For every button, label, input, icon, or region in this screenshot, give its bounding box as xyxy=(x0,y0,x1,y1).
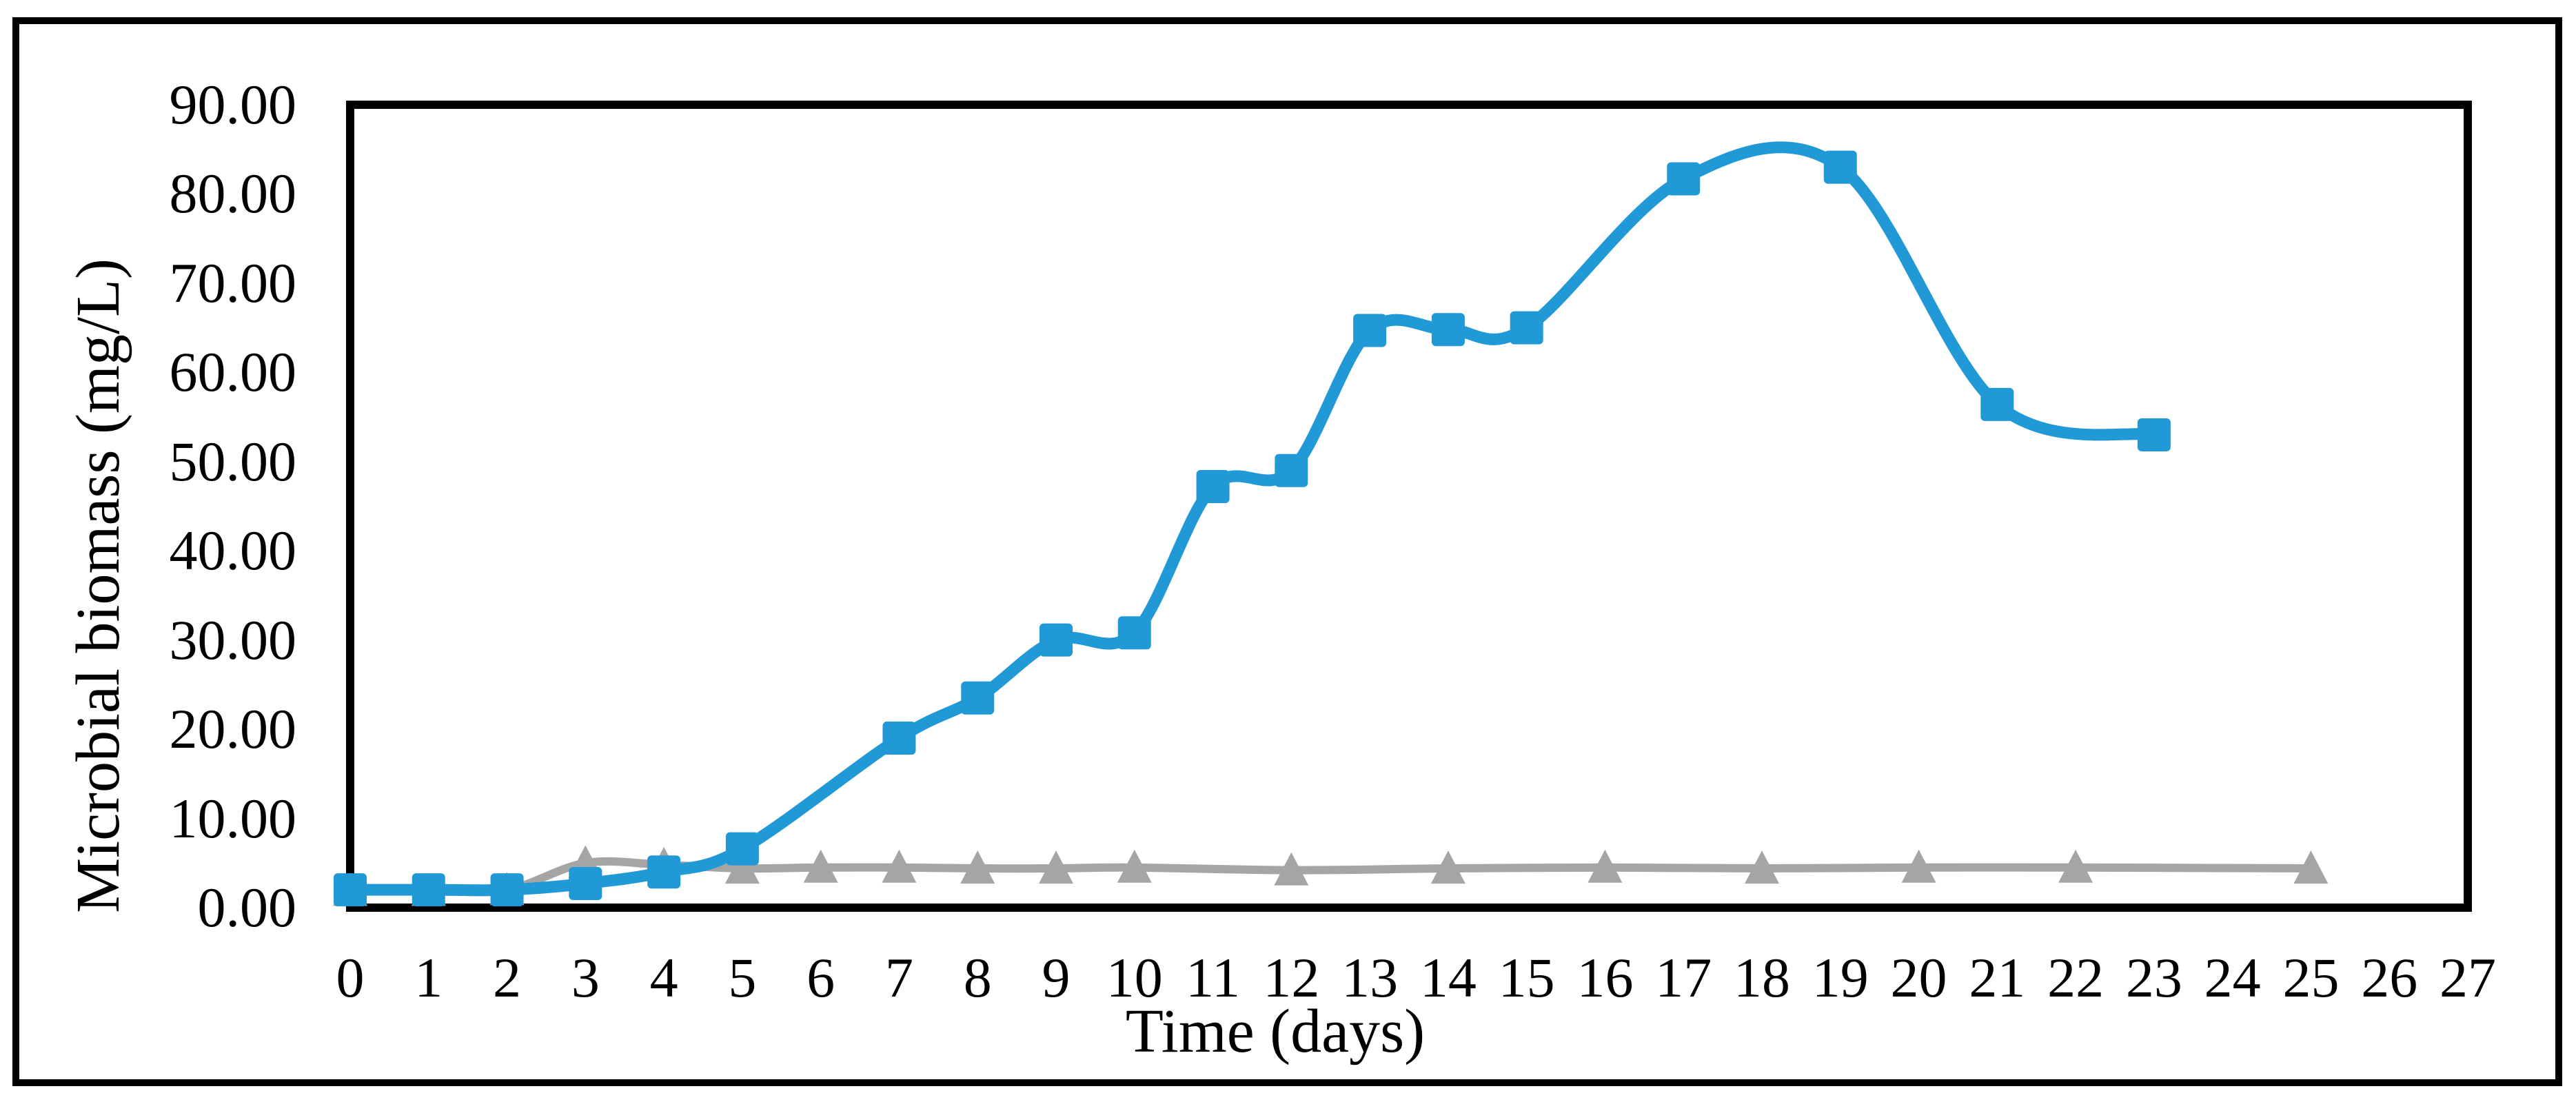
y-tick-label: 20.00 xyxy=(169,697,297,761)
x-tick-label: 5 xyxy=(728,946,757,1009)
gray-triangles-marker xyxy=(803,849,838,883)
x-tick-label: 12 xyxy=(1263,946,1320,1009)
y-tick-label: 50.00 xyxy=(169,429,297,493)
x-axis-title: Time (days) xyxy=(1125,997,1426,1065)
x-tick-label: 3 xyxy=(571,946,600,1009)
x-tick-label: 13 xyxy=(1341,946,1399,1009)
x-tick-label: 2 xyxy=(493,946,522,1009)
x-tick-label: 7 xyxy=(884,946,913,1009)
blue-squares-marker xyxy=(1823,150,1857,184)
blue-squares-marker xyxy=(1275,453,1308,487)
x-tick-label: 18 xyxy=(1734,946,1790,1009)
blue-squares-marker xyxy=(647,855,681,889)
x-tick-label: 6 xyxy=(807,946,835,1009)
y-tick-label: 80.00 xyxy=(169,162,297,225)
gray-triangles-marker xyxy=(1901,849,1936,883)
blue-squares-marker xyxy=(1039,623,1073,657)
y-tick-label: 30.00 xyxy=(169,608,297,671)
x-tick-label: 8 xyxy=(963,946,992,1009)
blue-squares-marker xyxy=(490,873,524,907)
plot-border xyxy=(346,101,2472,912)
x-tick-label: 25 xyxy=(2282,946,2340,1009)
x-tick-label: 9 xyxy=(1042,946,1071,1009)
x-tick-label: 27 xyxy=(2440,946,2496,1009)
x-tick-label: 17 xyxy=(1655,946,1712,1009)
x-tick-label: 11 xyxy=(1186,946,1241,1009)
blue-squares-marker xyxy=(1431,313,1465,347)
y-tick-label: 70.00 xyxy=(169,251,297,314)
x-tick-label: 14 xyxy=(1419,946,1477,1009)
gray-triangles-marker xyxy=(2293,850,2329,884)
gray-triangles-marker xyxy=(2058,849,2093,883)
x-tick-label: 20 xyxy=(1890,946,1947,1009)
x-tick-label: 21 xyxy=(1969,946,2026,1009)
blue-squares-marker xyxy=(412,873,445,907)
gray-triangles-marker xyxy=(1274,852,1309,886)
y-tick-label: 60.00 xyxy=(169,340,297,404)
blue-squares-line xyxy=(344,141,2160,897)
blue-squares-marker xyxy=(1196,470,1230,504)
x-tick-label: 23 xyxy=(2125,946,2182,1009)
blue-squares-marker xyxy=(1353,314,1387,347)
gray-triangles-marker xyxy=(724,850,760,884)
blue-squares-marker xyxy=(882,722,916,755)
figure-border xyxy=(12,17,2562,1086)
x-tick-label: 10 xyxy=(1106,946,1163,1009)
y-tick-label: 10.00 xyxy=(169,786,297,850)
blue-squares-marker xyxy=(725,832,759,866)
gray-triangles-marker xyxy=(1430,850,1466,884)
blue-squares-marker xyxy=(1510,311,1543,345)
x-tick-label: 1 xyxy=(414,946,443,1009)
x-tick-label: 22 xyxy=(2047,946,2105,1009)
x-tick-label: 0 xyxy=(336,946,365,1009)
gray-triangles-marker xyxy=(960,850,995,884)
gray-triangles-marker xyxy=(1588,849,1623,883)
gray-triangles-marker xyxy=(1039,850,1073,884)
x-tick-label: 19 xyxy=(1812,946,1869,1009)
gray-triangles-marker xyxy=(882,849,917,883)
blue-squares-marker xyxy=(961,681,995,715)
x-tick-label: 15 xyxy=(1498,946,1555,1009)
x-tick-label: 24 xyxy=(2204,946,2261,1009)
y-tick-label: 40.00 xyxy=(169,519,297,582)
x-tick-label: 26 xyxy=(2361,946,2418,1009)
x-tick-label: 4 xyxy=(649,946,678,1009)
blue-squares-marker xyxy=(569,867,602,901)
x-tick-label: 16 xyxy=(1576,946,1634,1009)
gray-triangles-marker xyxy=(1745,850,1779,884)
blue-squares-marker xyxy=(1117,616,1151,650)
blue-squares-marker xyxy=(334,873,367,907)
blue-squares-marker xyxy=(1980,387,2014,421)
blue-squares-marker xyxy=(2137,418,2171,451)
gray-triangles-marker xyxy=(1117,849,1152,883)
y-tick-label: 0.00 xyxy=(197,876,297,939)
y-tick-label: 90.00 xyxy=(169,73,297,136)
blue-squares-marker xyxy=(1667,162,1701,196)
